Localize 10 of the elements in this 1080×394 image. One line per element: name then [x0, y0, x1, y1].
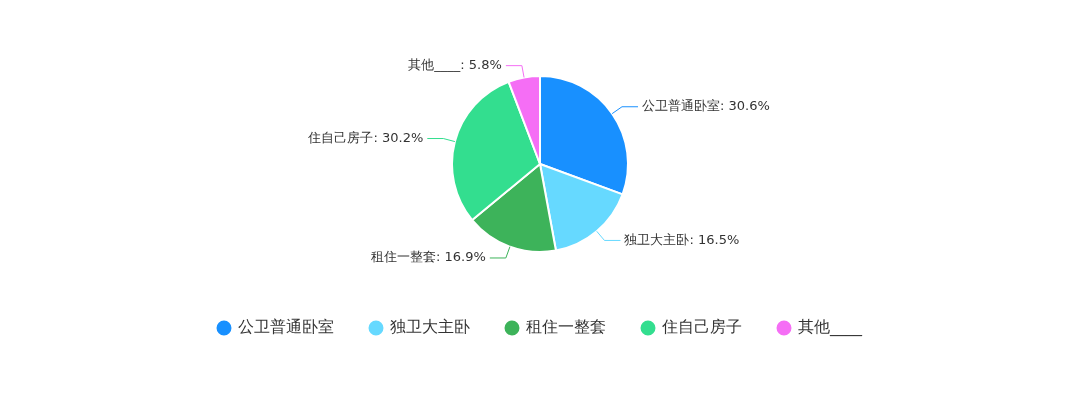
data-label: 独卫大主卧: 16.5%: [624, 231, 740, 247]
legend-label: 公卫普通卧室: [238, 317, 334, 337]
data-label: 其他____: 5.8%: [408, 57, 502, 73]
legend-label: 其他____: [798, 317, 863, 338]
data-label: 公卫普通卧室: 30.6%: [642, 98, 770, 114]
legend-label: 租住一整套: [526, 317, 606, 337]
legend-label: 独卫大主卧: [390, 317, 470, 337]
data-label: 住自己房子: 30.2%: [307, 129, 424, 145]
legend-label: 住自己房子: [661, 317, 742, 337]
data-label: 租住一整套: 16.9%: [371, 249, 486, 265]
